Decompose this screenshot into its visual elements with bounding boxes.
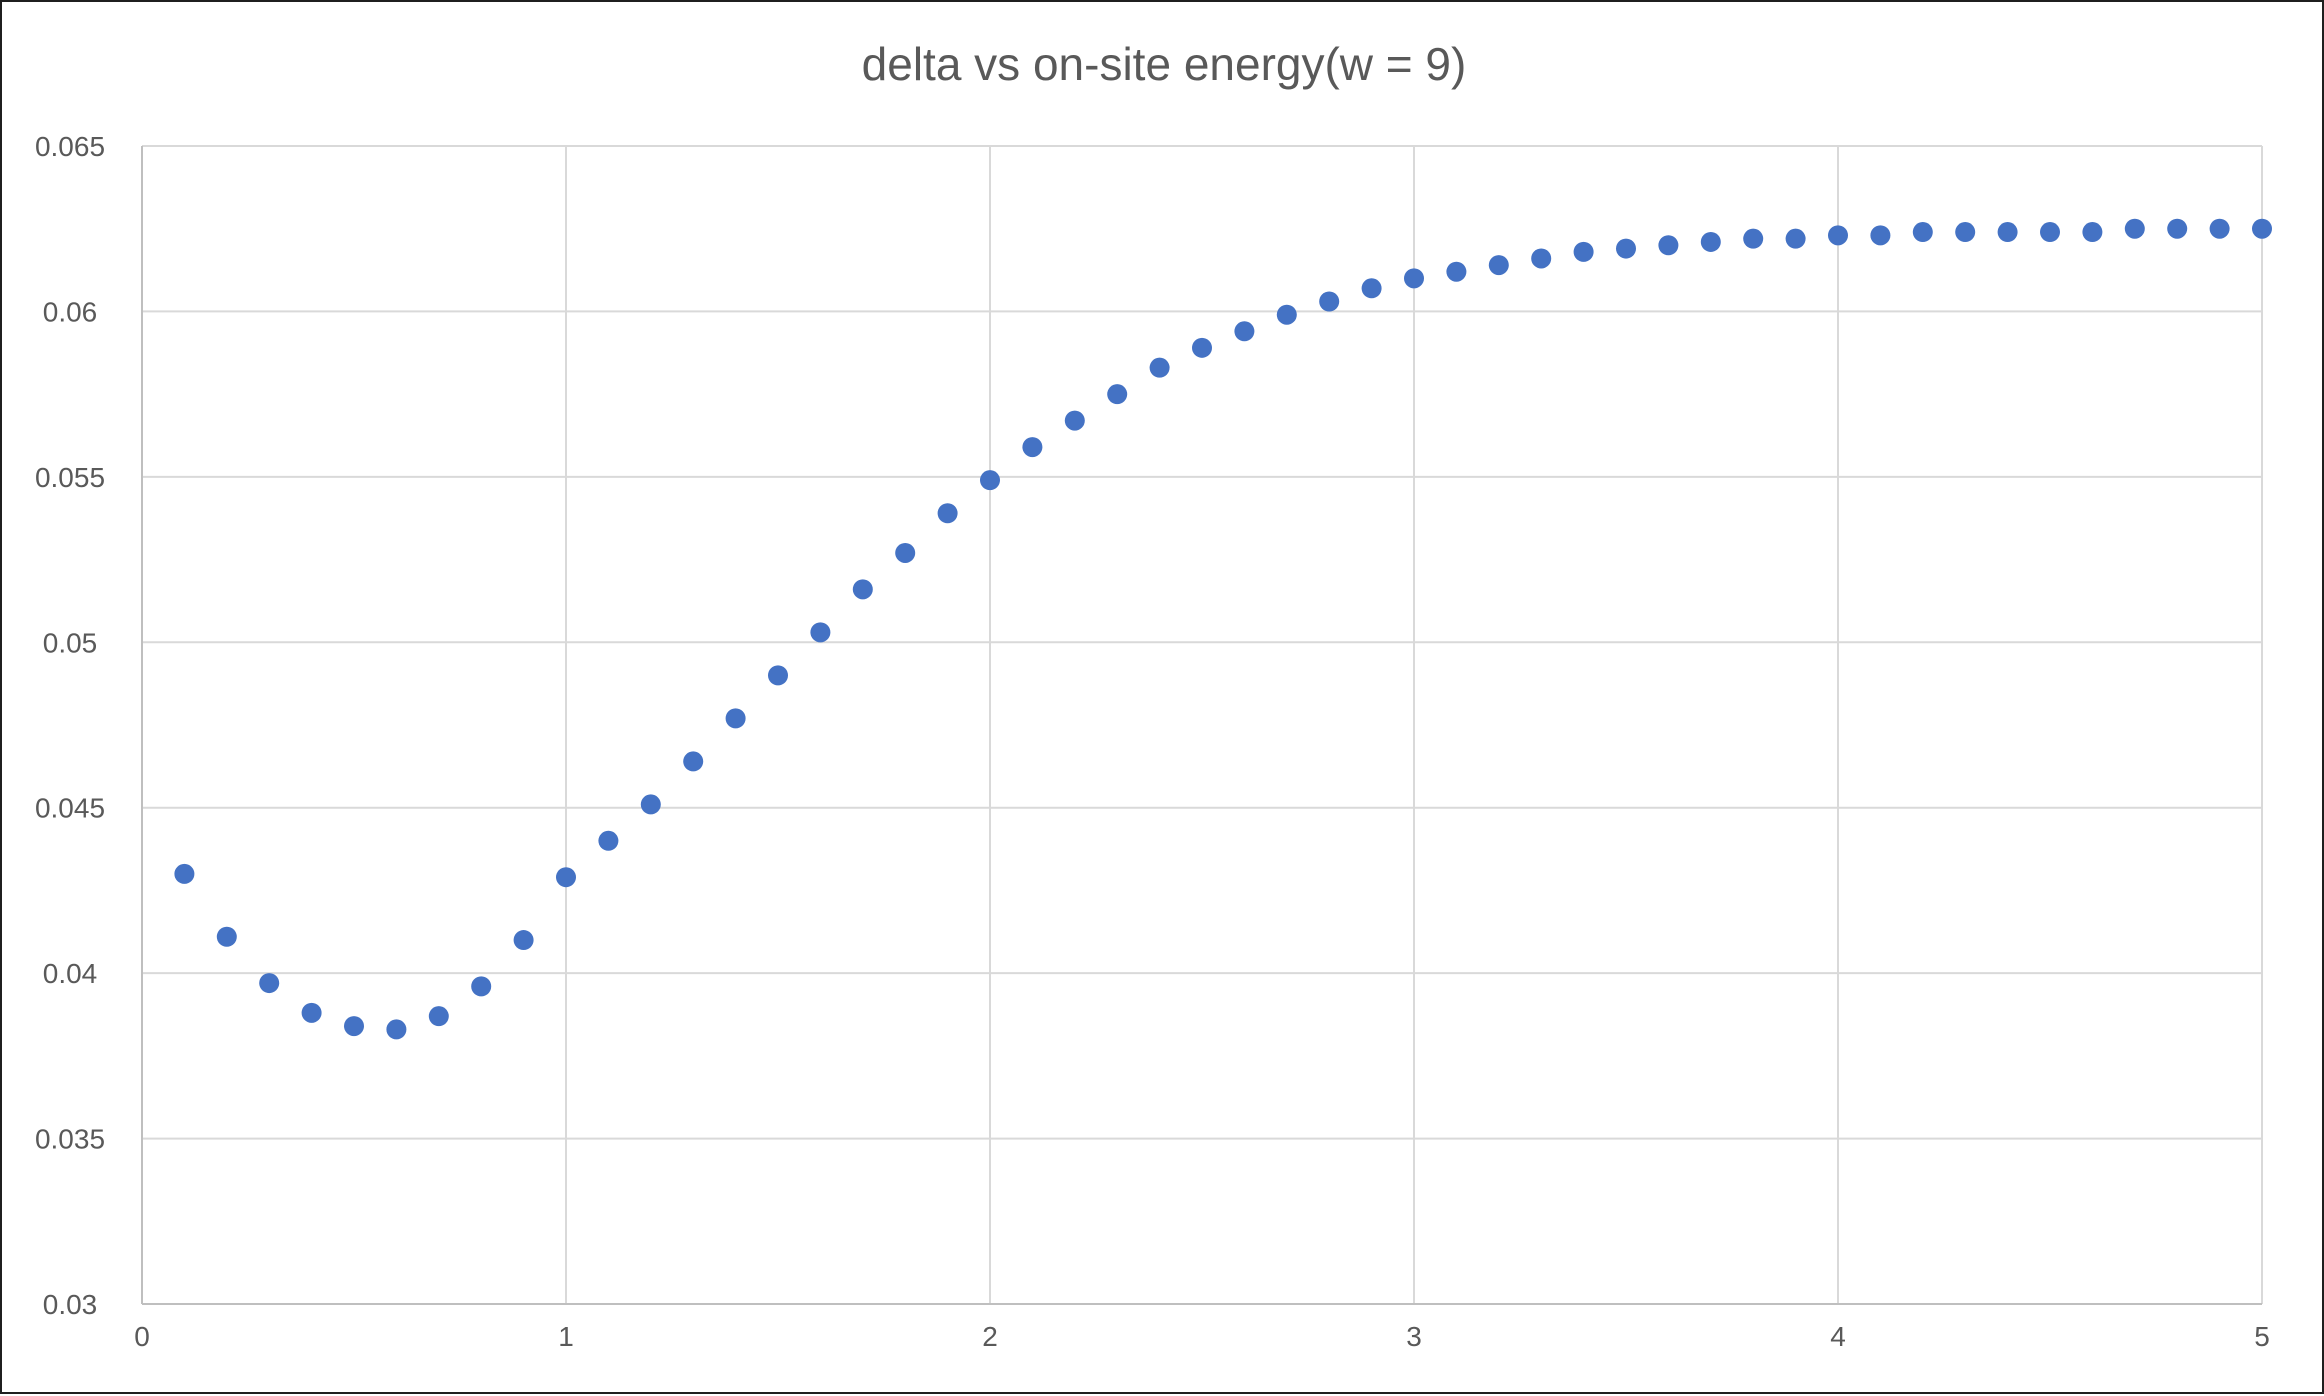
data-point	[2040, 222, 2060, 243]
data-point	[1064, 410, 1085, 431]
data-point	[1700, 231, 1721, 252]
data-point	[556, 867, 576, 888]
y-tick-label: 0.03	[43, 1289, 98, 1320]
data-point	[640, 794, 661, 815]
data-point	[1997, 222, 2018, 243]
data-point	[1616, 238, 1636, 259]
data-point	[1743, 228, 1764, 249]
data-point	[1912, 222, 1933, 243]
data-point	[1785, 228, 1806, 249]
data-point	[301, 1002, 322, 1023]
data-point	[810, 622, 831, 643]
data-point	[937, 503, 958, 524]
y-axis-tick-labels: 0.03 0.035 0.04 0.045 0.05 0.055 0.06 0.065	[35, 131, 105, 1320]
data-point	[1446, 261, 1467, 282]
x-tick-label: 4	[1830, 1321, 1846, 1352]
data-point	[980, 470, 1000, 491]
data-point	[1488, 255, 1509, 276]
data-point	[1361, 278, 1382, 299]
y-tick-label: 0.055	[35, 462, 105, 493]
data-point	[1404, 268, 1424, 289]
x-tick-label: 1	[558, 1321, 574, 1352]
data-point	[1192, 337, 1212, 358]
y-tick-label: 0.04	[43, 958, 98, 989]
data-point	[344, 1016, 364, 1037]
data-point	[1870, 225, 1891, 246]
data-point	[895, 542, 916, 563]
data-point	[1022, 437, 1043, 458]
chart-title: delta vs on-site energy(w = 9)	[862, 38, 1467, 90]
x-axis-tick-labels: 0 1 2 3 4 5	[134, 1321, 2270, 1352]
data-point	[513, 930, 534, 951]
y-tick-label: 0.035	[35, 1124, 105, 1155]
x-tick-label: 0	[134, 1321, 150, 1352]
data-point	[598, 830, 619, 851]
data-point	[1955, 222, 1976, 243]
x-tick-label: 5	[2254, 1321, 2270, 1352]
y-tick-label: 0.05	[43, 627, 98, 658]
data-point	[768, 665, 788, 686]
data-point	[2082, 222, 2103, 243]
data-point	[1658, 235, 1679, 256]
data-point	[428, 1006, 449, 1027]
data-point	[2209, 218, 2230, 239]
data-point	[1234, 321, 1255, 342]
data-point	[725, 708, 746, 729]
data-point	[683, 751, 704, 772]
data-point	[1531, 248, 1552, 269]
y-tick-label: 0.065	[35, 131, 105, 162]
data-point	[471, 976, 492, 997]
axes	[141, 146, 2262, 1305]
data-point	[2167, 218, 2188, 239]
data-points	[174, 218, 2272, 1040]
y-tick-label: 0.06	[43, 296, 98, 327]
data-point	[1828, 225, 1848, 246]
data-point	[216, 926, 237, 947]
data-point	[174, 863, 195, 884]
data-point	[2124, 218, 2145, 239]
data-point	[1276, 304, 1297, 325]
data-point	[1573, 241, 1594, 262]
data-point	[259, 973, 280, 994]
data-point	[1319, 291, 1340, 312]
data-point	[386, 1019, 407, 1040]
data-point	[852, 579, 873, 600]
x-tick-label: 2	[982, 1321, 998, 1352]
data-point	[1149, 357, 1170, 378]
y-tick-label: 0.045	[35, 793, 105, 824]
x-tick-label: 3	[1406, 1321, 1422, 1352]
data-point	[1107, 384, 1128, 405]
data-point	[2252, 218, 2272, 239]
gridlines	[142, 145, 2263, 1304]
